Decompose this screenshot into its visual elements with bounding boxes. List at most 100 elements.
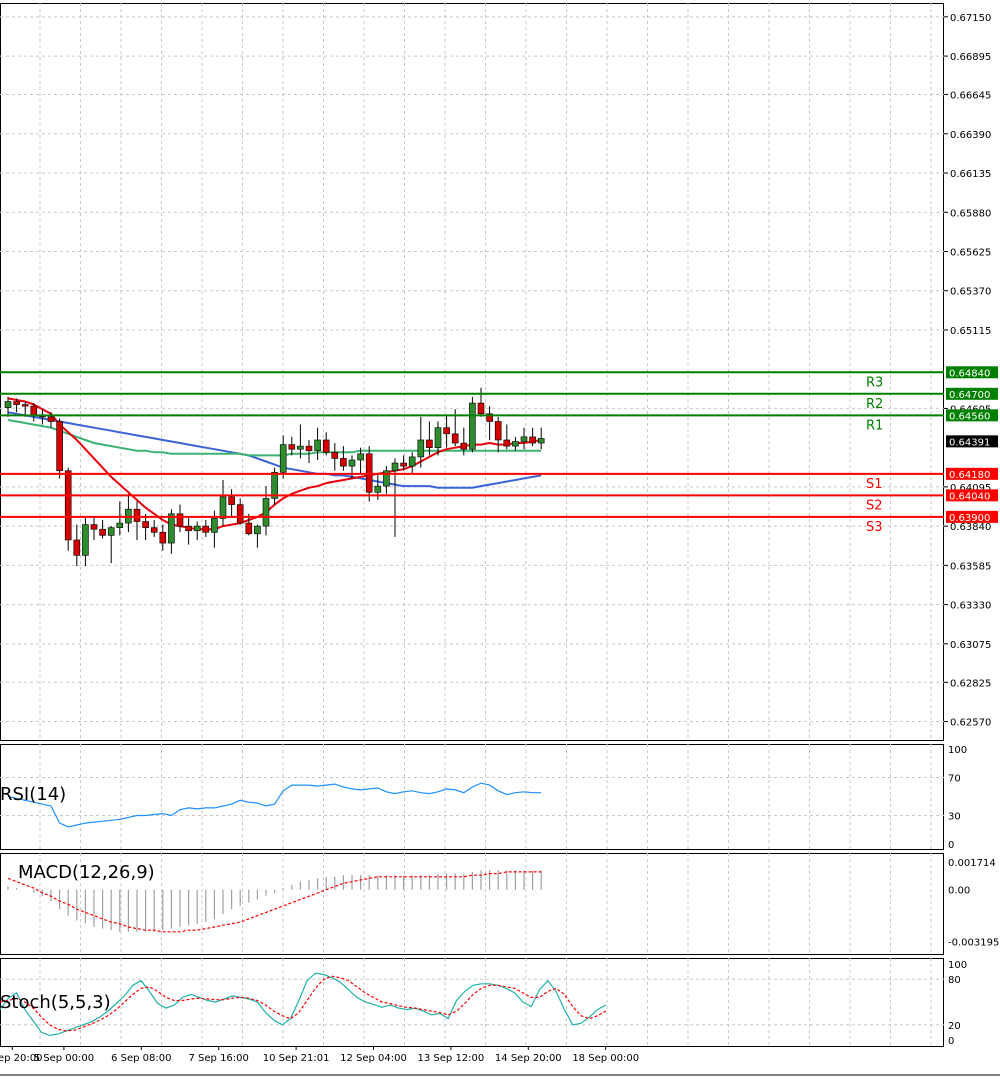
level-price-box	[946, 489, 998, 502]
candle-bear	[150, 527, 158, 533]
candle-bear	[305, 445, 313, 452]
candle-bear	[202, 525, 210, 533]
candle-bear	[288, 444, 296, 450]
ma-blue-line	[7, 411, 542, 489]
price-tick-label: 0.65880	[950, 208, 991, 219]
macd-panel-frame	[0, 853, 944, 955]
macd-tick-label: 0.001714	[948, 858, 996, 869]
stoch-label: Stoch(5,5,3)	[0, 992, 111, 1013]
rsi-tick-label: 100	[948, 745, 967, 756]
level-price-box	[946, 387, 998, 400]
stoch-panel-frame	[0, 958, 944, 1047]
price-tick-label: 0.63075	[950, 640, 991, 651]
rsi-tick-label: 70	[948, 774, 961, 785]
candle-bear	[90, 524, 98, 530]
macd-tick-label: 0.00	[948, 886, 970, 897]
candle-bear	[426, 439, 433, 448]
level-label-s1: S1	[866, 477, 883, 492]
price-tick-label: 0.62570	[950, 718, 991, 729]
date-tick-label: 4 Sep 20:00	[0, 1053, 42, 1064]
candle-bear	[400, 462, 407, 467]
candle-bull	[116, 522, 124, 528]
candle-bear	[73, 539, 81, 556]
candle-bear	[47, 416, 55, 422]
candle-bull	[107, 527, 115, 536]
macd-label: MACD(12,26,9)	[18, 862, 155, 883]
candle-bear	[21, 404, 29, 407]
price-tick-label: 0.62825	[950, 678, 991, 689]
date-tick-label: 12 Sep 04:00	[340, 1053, 407, 1064]
ma-green-line	[7, 419, 542, 457]
price-tick-label: 0.66390	[950, 130, 991, 141]
level-price-label: 0.63900	[949, 513, 990, 524]
stoch-signal-line	[0, 975, 607, 1032]
level-price-label: 0.64840	[949, 368, 990, 379]
price-tick-label: 0.65370	[950, 287, 991, 298]
candle-bear	[322, 439, 330, 453]
level-label-s3: S3	[866, 520, 883, 535]
level-price-box	[946, 510, 998, 523]
ma-red-line	[7, 397, 542, 531]
candle-bull	[211, 518, 218, 533]
candle-bear	[133, 508, 141, 522]
candle-bull	[520, 436, 528, 442]
candle-bull	[537, 438, 545, 444]
rsi-label: RSI(14)	[0, 784, 66, 805]
candle-bear	[451, 433, 459, 444]
candle-bear	[331, 451, 339, 459]
level-price-label: 0.64560	[949, 411, 990, 422]
candle-bull	[254, 525, 261, 535]
candle-bull	[417, 439, 425, 458]
candle-bull	[219, 496, 227, 519]
candle-bear	[443, 427, 450, 435]
price-tick-label: 0.65115	[950, 326, 991, 337]
stoch-tick-label: 0	[948, 1036, 954, 1047]
candle-bear	[340, 458, 347, 467]
candle-bear	[503, 439, 511, 447]
price-tick-label: 0.64095	[950, 483, 991, 494]
date-tick-label: 6 Sep 08:00	[111, 1053, 171, 1064]
candle-bear	[494, 421, 502, 441]
candle-bear	[64, 470, 72, 541]
stoch-main-line	[0, 972, 607, 1037]
macd-tick-label: -0.003195	[948, 937, 999, 948]
candle-bull	[374, 485, 382, 493]
candle-bear	[477, 402, 485, 415]
candle-bear	[142, 521, 149, 528]
level-price-box	[946, 467, 998, 480]
candle-bull	[434, 427, 442, 448]
level-price-label: 0.64700	[949, 390, 990, 401]
candle-bear	[245, 522, 253, 535]
level-price-box	[946, 366, 998, 379]
candle-bear	[56, 421, 63, 472]
date-tick-label: 7 Sep 16:00	[189, 1053, 249, 1064]
candle-bull	[279, 444, 287, 473]
candle-bull	[262, 498, 270, 527]
price-tick-label: 0.63585	[950, 561, 991, 572]
rsi-tick-label: 0	[948, 840, 954, 851]
price-tick-label: 0.66895	[950, 52, 991, 63]
level-label-r3: R3	[866, 375, 883, 390]
candle-bear	[228, 496, 235, 505]
macd-signal-line	[7, 871, 542, 933]
price-tick-label: 0.66645	[950, 91, 991, 102]
rsi-tick-label: 30	[948, 812, 961, 823]
date-tick-label: 10 Sep 21:01	[263, 1053, 330, 1064]
level-label-r1: R1	[866, 418, 883, 433]
candle-bear	[13, 401, 20, 405]
date-tick-label: 18 Sep 00:00	[572, 1053, 639, 1064]
candle-bear	[159, 531, 167, 544]
candle-bear	[236, 504, 244, 524]
candle-bull	[512, 441, 519, 447]
candle-bear	[99, 528, 106, 536]
level-price-label: 0.64040	[949, 491, 990, 502]
level-label-s2: S2	[866, 498, 883, 513]
candle-bull	[297, 445, 304, 450]
price-tick-label: 0.67150	[950, 13, 991, 24]
stoch-tick-label: 80	[948, 975, 961, 986]
candle-bear	[486, 413, 493, 422]
candle-bear	[30, 405, 38, 416]
candle-bull	[391, 462, 399, 472]
